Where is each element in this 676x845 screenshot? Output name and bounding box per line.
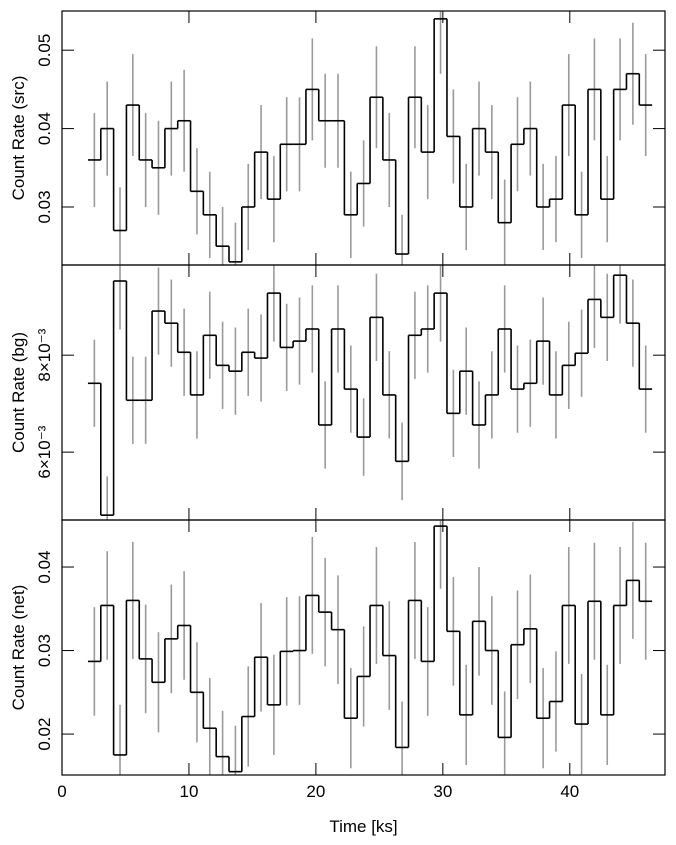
y-tick-label: 0.02 xyxy=(35,718,54,751)
y-axis-label: Count Rate (bg) xyxy=(9,332,28,453)
x-tick-label: 10 xyxy=(179,782,198,801)
x-tick-label: 0 xyxy=(57,782,66,801)
y-tick-label: 8×10⁻³ xyxy=(35,328,54,381)
y-tick-label: 0.03 xyxy=(35,190,54,223)
y-axis-label: Count Rate (net) xyxy=(9,585,28,711)
y-tick-label: 0.03 xyxy=(35,634,54,667)
y-tick-label: 0.05 xyxy=(35,34,54,67)
plot-frame xyxy=(61,519,666,776)
x-tick-label: 40 xyxy=(560,782,579,801)
x-tick-label: 30 xyxy=(433,782,452,801)
x-tick-label: 20 xyxy=(306,782,325,801)
y-tick-label: 0.04 xyxy=(35,550,54,583)
y-tick-label: 0.04 xyxy=(35,112,54,145)
x-axis-label: Time [ks] xyxy=(329,817,397,836)
y-axis-label: Count Rate (src) xyxy=(9,76,28,201)
y-tick-label: 6×10⁻³ xyxy=(35,425,54,478)
